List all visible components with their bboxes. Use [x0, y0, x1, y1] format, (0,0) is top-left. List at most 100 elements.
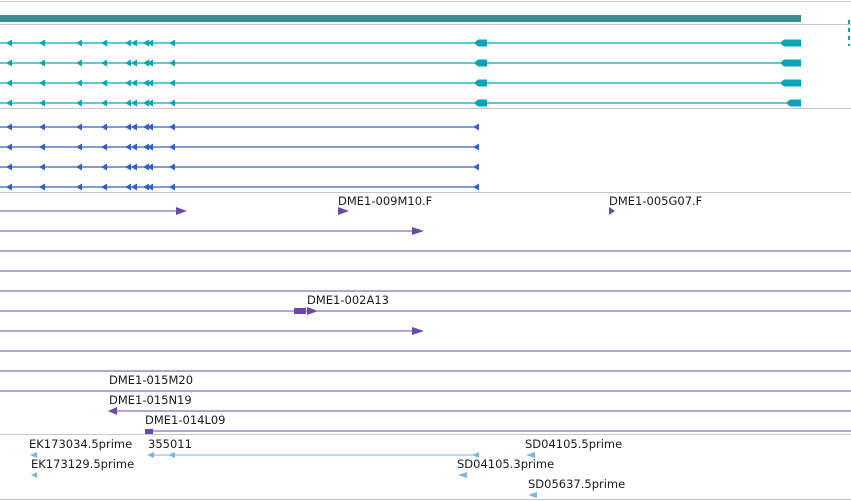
arrow-left-icon [125, 183, 131, 191]
est-label-ek173129: EK173129.5prime [31, 457, 134, 471]
cds-row[interactable] [0, 183, 479, 191]
arrow-left-icon [473, 183, 479, 191]
arrow-left-icon [528, 492, 537, 498]
clone-end-arrow [609, 207, 615, 215]
arrow-left-icon [131, 39, 137, 47]
arrow-left-icon [131, 59, 137, 67]
transcript-row[interactable] [0, 79, 801, 87]
arrow-left-icon [143, 99, 149, 107]
arrow-left-icon [147, 183, 153, 191]
transcript-row-utr-exon [780, 79, 801, 87]
arrow-left-icon [131, 143, 137, 151]
arrow-left-icon [169, 99, 175, 107]
arrow-left-icon [143, 183, 149, 191]
arrow-left-icon [76, 183, 82, 191]
clone-end-arrow [307, 307, 318, 315]
arrow-left-icon [169, 143, 175, 151]
arrow-left-icon [39, 79, 45, 87]
clone-label-002a13: DME1-002A13 [307, 293, 389, 307]
arrow-left-icon [147, 39, 153, 47]
transcript-row[interactable] [0, 59, 801, 67]
arrow-left-icon [147, 452, 154, 458]
transcripts-track[interactable] [0, 39, 801, 107]
arrow-left-icon [39, 99, 45, 107]
arrow-left-icon [169, 79, 175, 87]
arrow-left-icon [125, 163, 131, 171]
arrow-left-icon [6, 59, 12, 67]
arrow-left-icon [39, 183, 45, 191]
arrow-left-icon [143, 59, 149, 67]
arrow-left-icon [101, 183, 107, 191]
arrow-left-icon [76, 143, 82, 151]
arrow-left-icon [147, 79, 153, 87]
arrow-left-icon [76, 59, 82, 67]
clone-end-arrow [294, 308, 306, 314]
est-track[interactable]: EK173034.5prime 355011 SD04105.5prime EK… [29, 437, 625, 498]
arrow-left-icon [125, 79, 131, 87]
cds-row[interactable] [0, 143, 479, 151]
arrow-left-icon [473, 143, 479, 151]
arrow-left-icon [147, 143, 153, 151]
cds-row[interactable] [0, 163, 479, 171]
arrow-left-icon [39, 39, 45, 47]
clone-label-005g07: DME1-005G07.F [609, 194, 702, 208]
arrow-left-icon [143, 39, 149, 47]
arrow-left-icon [169, 59, 175, 67]
arrow-left-icon [6, 163, 12, 171]
arrow-left-icon [6, 99, 12, 107]
gene-bar[interactable] [0, 15, 801, 22]
clone-start-block [145, 429, 153, 434]
gene-track[interactable] [0, 15, 850, 46]
arrow-left-icon [6, 183, 12, 191]
cds-track[interactable] [0, 123, 479, 191]
arrow-left-icon [147, 59, 153, 67]
clone-label-015n19: DME1-015N19 [109, 393, 192, 407]
arrow-left-icon [101, 163, 107, 171]
transcript-row-utr-exon [786, 99, 801, 107]
transcript-row[interactable] [0, 99, 801, 107]
arrow-left-icon [101, 79, 107, 87]
arrow-left-icon [76, 99, 82, 107]
arrow-left-icon [108, 407, 117, 415]
arrow-left-icon [39, 59, 45, 67]
arrow-left-icon [143, 123, 149, 131]
transcript-row[interactable] [0, 39, 801, 47]
cds-row[interactable] [0, 123, 479, 131]
arrow-left-icon [125, 123, 131, 131]
arrow-left-icon [458, 472, 467, 478]
arrow-left-icon [131, 183, 137, 191]
est-label-sd04105-5: SD04105.5prime [525, 437, 622, 451]
clone-end-arrow [412, 327, 424, 335]
transcript-row-exon [474, 79, 487, 87]
arrow-left-icon [169, 163, 175, 171]
transcript-row-exon [474, 99, 487, 107]
arrow-left-icon [101, 123, 107, 131]
clone-label-014l09: DME1-014L09 [145, 413, 226, 427]
arrow-left-icon [6, 39, 12, 47]
arrow-left-icon [101, 59, 107, 67]
arrow-left-icon [76, 163, 82, 171]
arrow-left-icon [6, 143, 12, 151]
clone-end-arrow [176, 207, 187, 215]
arrow-left-icon [147, 123, 153, 131]
arrow-left-icon [131, 99, 137, 107]
arrow-left-icon [101, 99, 107, 107]
arrow-left-icon [526, 452, 535, 458]
arrow-left-icon [168, 452, 175, 458]
clone-track[interactable]: DME1-009M10.F DME1-005G07.F DME1-002A13 … [0, 194, 851, 434]
clone-label-015m20: DME1-015M20 [109, 373, 193, 387]
transcript-row-utr-exon [780, 39, 801, 47]
arrow-left-icon [125, 143, 131, 151]
arrow-left-icon [143, 79, 149, 87]
arrow-left-icon [30, 452, 37, 458]
arrow-left-icon [473, 163, 479, 171]
arrow-left-icon [6, 79, 12, 87]
arrow-left-icon [39, 123, 45, 131]
arrow-left-icon [143, 163, 149, 171]
arrow-left-icon [131, 163, 137, 171]
clone-end-arrow [412, 227, 424, 235]
arrow-left-icon [125, 99, 131, 107]
arrow-left-icon [76, 123, 82, 131]
arrow-left-icon [31, 472, 37, 478]
